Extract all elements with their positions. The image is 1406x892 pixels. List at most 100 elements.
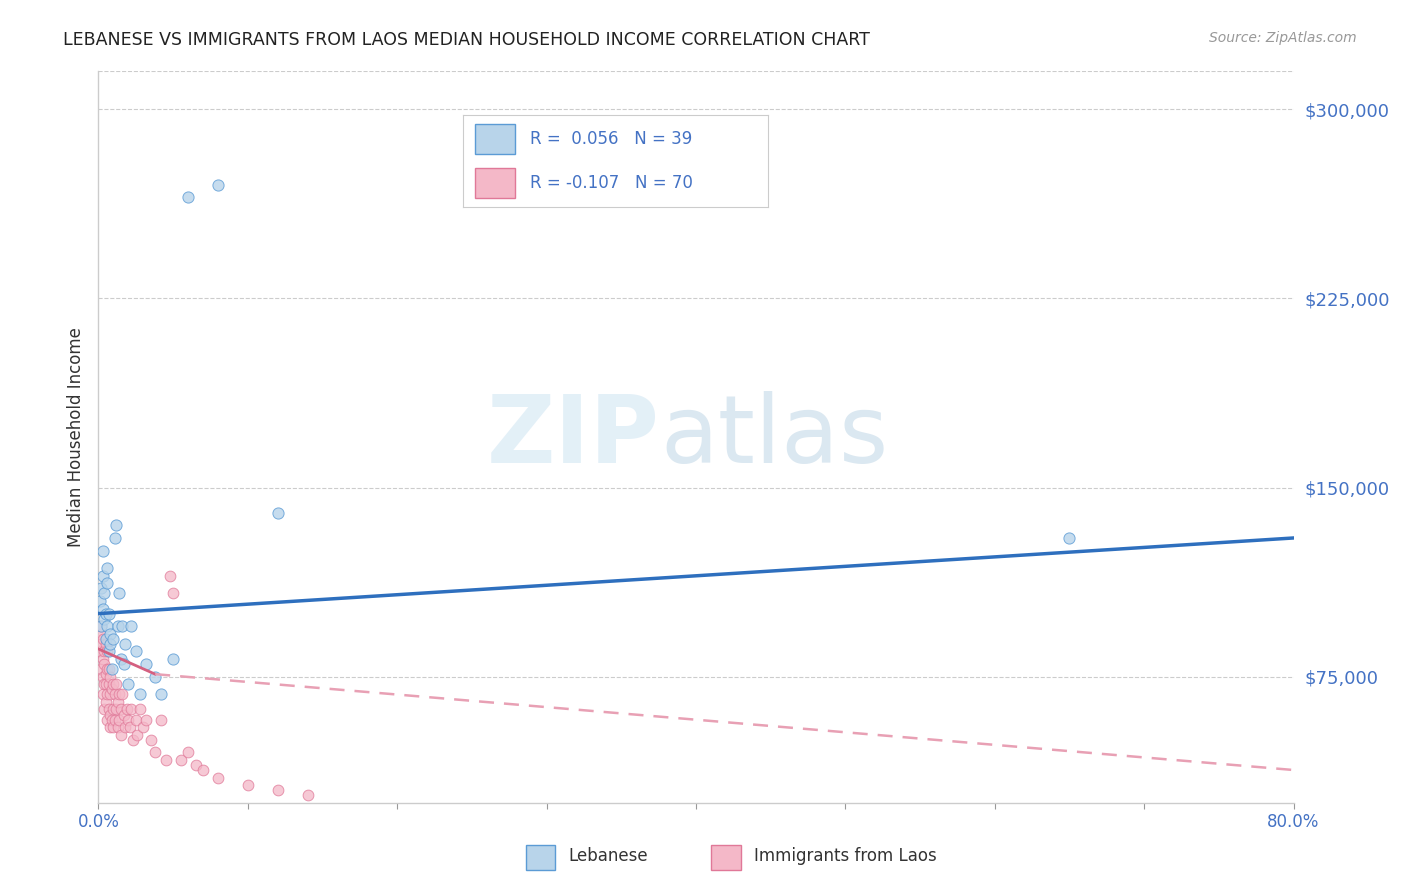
Point	[94, 695, 117, 709]
Point	[267, 783, 290, 797]
Point	[101, 713, 124, 727]
Point	[107, 619, 129, 633]
Point	[94, 607, 117, 621]
Point	[101, 662, 124, 676]
Point	[98, 627, 122, 641]
Point	[129, 687, 152, 701]
Point	[207, 771, 229, 785]
Point	[132, 720, 155, 734]
Point	[177, 190, 200, 204]
Point	[98, 637, 122, 651]
Point	[177, 745, 200, 759]
Point	[135, 713, 157, 727]
Text: Source: ZipAtlas.com: Source: ZipAtlas.com	[1209, 31, 1357, 45]
Point	[103, 632, 125, 646]
Text: ZIP: ZIP	[488, 391, 661, 483]
Point	[94, 667, 117, 681]
Y-axis label: Median Household Income: Median Household Income	[66, 327, 84, 547]
Point	[97, 677, 120, 691]
Point	[93, 586, 115, 600]
Point	[107, 695, 129, 709]
Point	[91, 569, 114, 583]
Point	[184, 758, 207, 772]
Point	[120, 619, 142, 633]
Point	[101, 682, 124, 697]
Point	[110, 728, 132, 742]
Point	[96, 713, 118, 727]
Point	[104, 687, 127, 701]
Text: atlas: atlas	[661, 391, 889, 483]
Point	[97, 607, 120, 621]
Point	[114, 637, 136, 651]
Point	[129, 702, 152, 716]
Point	[191, 763, 214, 777]
Point	[267, 506, 290, 520]
Point	[159, 569, 181, 583]
Point	[96, 644, 118, 658]
Point	[91, 687, 114, 701]
Point	[93, 612, 115, 626]
Point	[162, 586, 184, 600]
Point	[98, 707, 122, 722]
Point	[110, 702, 132, 716]
Point	[91, 632, 114, 646]
Point	[94, 632, 117, 646]
Point	[112, 657, 135, 671]
Point	[125, 713, 148, 727]
Point	[125, 644, 148, 658]
Point	[89, 594, 111, 608]
Point	[96, 576, 118, 591]
Point	[117, 677, 139, 691]
Point	[97, 702, 120, 716]
Point	[169, 753, 191, 767]
Point	[90, 582, 112, 596]
Point	[98, 720, 122, 734]
Point	[111, 687, 134, 701]
Point	[236, 778, 259, 792]
Point	[103, 677, 125, 691]
Point	[89, 627, 111, 641]
Point	[91, 543, 114, 558]
Point	[96, 561, 118, 575]
Point	[103, 720, 125, 734]
Point	[90, 619, 112, 633]
Point	[96, 662, 118, 676]
Point	[135, 657, 157, 671]
Point	[105, 702, 128, 716]
Point	[207, 178, 229, 192]
Point	[90, 619, 112, 633]
Point	[150, 713, 173, 727]
Point	[96, 687, 118, 701]
Point	[104, 531, 127, 545]
Point	[110, 652, 132, 666]
Point	[89, 644, 111, 658]
Point	[114, 720, 136, 734]
Point	[150, 687, 173, 701]
Point	[143, 745, 166, 759]
Point	[108, 713, 131, 727]
Point	[139, 732, 162, 747]
Text: Immigrants from Laos: Immigrants from Laos	[754, 847, 936, 865]
Point	[108, 687, 131, 701]
Point	[1059, 531, 1081, 545]
Point	[96, 619, 118, 633]
Point	[118, 720, 141, 734]
Point	[94, 677, 117, 691]
Point	[91, 652, 114, 666]
Point	[97, 644, 120, 658]
Point	[93, 677, 115, 691]
Point	[120, 702, 142, 716]
Point	[162, 652, 184, 666]
Point	[108, 586, 131, 600]
Point	[111, 619, 134, 633]
Text: LEBANESE VS IMMIGRANTS FROM LAOS MEDIAN HOUSEHOLD INCOME CORRELATION CHART: LEBANESE VS IMMIGRANTS FROM LAOS MEDIAN …	[63, 31, 870, 49]
Point	[98, 687, 122, 701]
FancyBboxPatch shape	[526, 846, 555, 870]
Point	[297, 789, 319, 803]
Point	[90, 662, 112, 676]
Point	[105, 677, 128, 691]
FancyBboxPatch shape	[711, 846, 741, 870]
Point	[93, 657, 115, 671]
Point	[155, 753, 177, 767]
Point	[93, 702, 115, 716]
